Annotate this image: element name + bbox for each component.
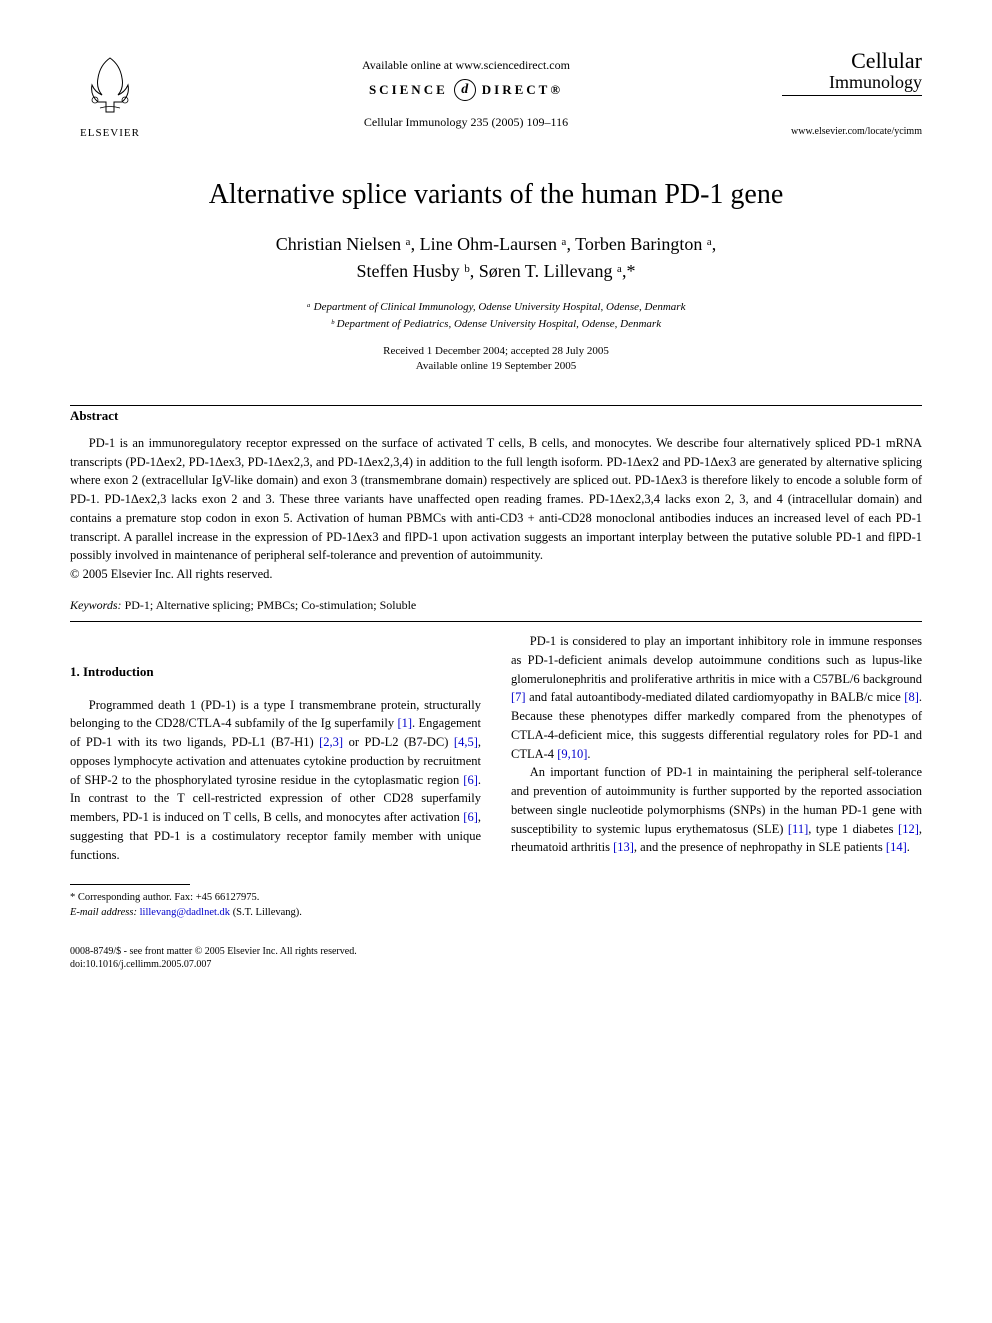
ref-link[interactable]: [9,10] [557, 747, 587, 761]
footnote-separator [70, 884, 190, 885]
ref-link[interactable]: [13] [613, 840, 634, 854]
footnote-email: E-mail address: lillevang@dadlnet.dk (S.… [70, 906, 481, 921]
footnote-fax: * Corresponding author. Fax: +45 6612797… [70, 891, 481, 906]
journal-logo: Cellular Immunology www.elsevier.com/loc… [782, 50, 922, 137]
science-direct-icon: d [454, 79, 476, 101]
science-direct-text-2: DIRECT® [482, 82, 563, 98]
corresponding-author-footnote: * Corresponding author. Fax: +45 6612797… [70, 891, 481, 920]
column-right: PD-1 is considered to play an important … [511, 632, 922, 921]
section-heading-intro: 1. Introduction [70, 662, 481, 682]
header-center: Available online at www.sciencedirect.co… [150, 50, 782, 130]
science-direct-logo: SCIENCE d DIRECT® [150, 79, 782, 101]
authors-line-2: Steffen Husby ᵇ, Søren T. Lillevang ᵃ,* [357, 261, 636, 281]
abstract-text: PD-1 is an immunoregulatory receptor exp… [70, 434, 922, 565]
doi-line: doi:10.1016/j.cellimm.2005.07.007 [70, 958, 922, 971]
ref-link[interactable]: [1] [397, 716, 412, 730]
ref-link[interactable]: [12] [898, 822, 919, 836]
divider [782, 95, 922, 96]
ref-link[interactable]: [8] [904, 690, 919, 704]
available-date: Available online 19 September 2005 [416, 360, 576, 372]
issn-line: 0008-8749/$ - see front matter © 2005 El… [70, 945, 922, 958]
keywords-list: PD-1; Alternative splicing; PMBCs; Co-st… [122, 598, 417, 612]
email-label: E-mail address: [70, 907, 137, 918]
intro-paragraph-2: PD-1 is considered to play an important … [511, 632, 922, 763]
journal-reference: Cellular Immunology 235 (2005) 109–116 [150, 115, 782, 130]
intro-paragraph-1: Programmed death 1 (PD-1) is a type I tr… [70, 696, 481, 865]
email-author-name: (S.T. Lillevang). [230, 907, 302, 918]
publisher-logo: ELSEVIER [70, 50, 150, 139]
ref-link[interactable]: [11] [788, 822, 808, 836]
intro-paragraph-3: An important function of PD-1 in maintai… [511, 763, 922, 857]
ref-link[interactable]: [6] [463, 810, 478, 824]
available-online-text: Available online at www.sciencedirect.co… [150, 58, 782, 73]
affiliations: ᵃ Department of Clinical Immunology, Ode… [70, 299, 922, 332]
received-date: Received 1 December 2004; accepted 28 Ju… [383, 345, 609, 357]
body-columns: 1. Introduction Programmed death 1 (PD-1… [70, 632, 922, 921]
ref-link[interactable]: [4,5] [454, 735, 478, 749]
footer-info: 0008-8749/$ - see front matter © 2005 El… [70, 945, 922, 971]
article-title: Alternative splice variants of the human… [70, 179, 922, 211]
affiliation-b: ᵇ Department of Pediatrics, Odense Unive… [331, 318, 661, 330]
authors-line-1: Christian Nielsen ᵃ, Line Ohm-Laursen ᵃ,… [276, 234, 717, 254]
elsevier-tree-icon [80, 50, 140, 120]
ref-link[interactable]: [14] [886, 840, 907, 854]
article-dates: Received 1 December 2004; accepted 28 Ju… [70, 344, 922, 375]
journal-url: www.elsevier.com/locate/ycimm [782, 126, 922, 137]
journal-name-line1: Cellular [782, 50, 922, 72]
ref-link[interactable]: [7] [511, 690, 526, 704]
ref-link[interactable]: [6] [463, 773, 478, 787]
journal-name-line2: Immunology [782, 72, 922, 93]
email-link[interactable]: lillevang@dadlnet.dk [137, 907, 230, 918]
column-left: 1. Introduction Programmed death 1 (PD-1… [70, 632, 481, 921]
keywords-label: Keywords: [70, 598, 122, 612]
page-header: ELSEVIER Available online at www.science… [70, 50, 922, 139]
abstract-heading: Abstract [70, 408, 922, 424]
science-direct-text-1: SCIENCE [369, 82, 448, 98]
ref-link[interactable]: [2,3] [319, 735, 343, 749]
publisher-name: ELSEVIER [70, 127, 150, 139]
divider [70, 405, 922, 406]
divider [70, 621, 922, 622]
abstract-copyright: © 2005 Elsevier Inc. All rights reserved… [70, 567, 922, 582]
authors: Christian Nielsen ᵃ, Line Ohm-Laursen ᵃ,… [70, 231, 922, 285]
affiliation-a: ᵃ Department of Clinical Immunology, Ode… [307, 301, 686, 313]
keywords: Keywords: PD-1; Alternative splicing; PM… [70, 598, 922, 613]
